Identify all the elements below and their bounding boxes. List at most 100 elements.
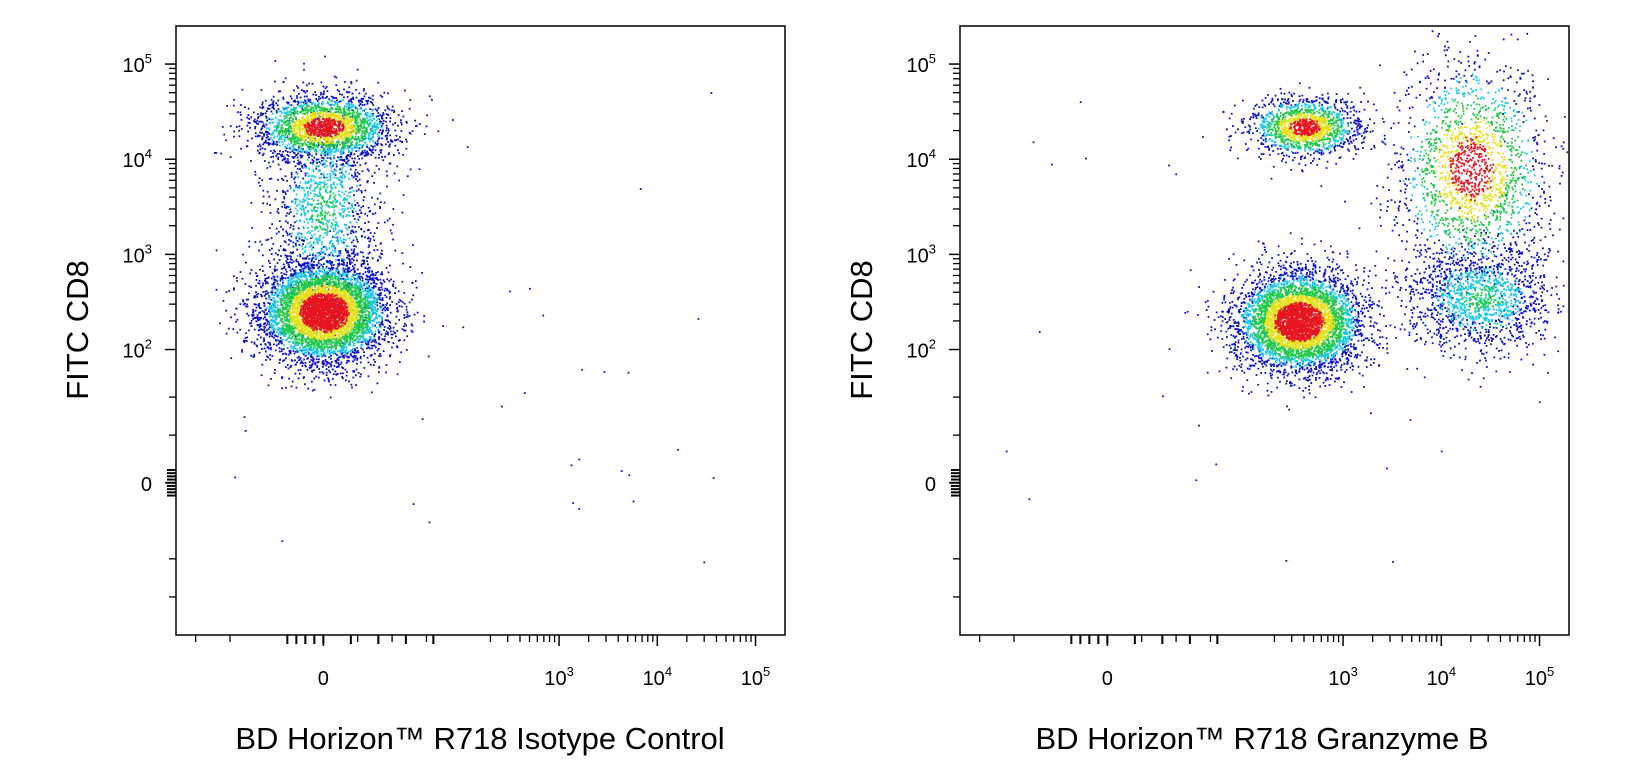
event-dot [409,99,412,101]
event-dot [321,346,324,349]
event-dot [250,341,253,344]
event-dot [291,278,293,281]
event-dot [369,289,372,292]
event-dot [286,158,289,160]
event-dot [336,104,339,107]
event-dot [311,257,314,260]
event-dot [300,266,303,268]
event-dot [366,310,368,312]
event-dot [285,207,287,209]
event-dot [280,288,282,291]
event-dot [382,119,385,122]
event-dot [394,129,397,132]
event-dot [256,135,259,138]
event-dot [275,294,278,296]
event-dot [323,354,325,356]
event-dot [319,253,322,256]
event-dot [323,256,325,259]
event-dot [321,196,324,199]
event-dot [274,142,277,145]
event-dot [373,335,376,337]
event-dot [334,225,337,228]
event-dot [367,221,370,223]
event-dot [352,190,355,192]
event-dot [263,330,266,333]
event-dot [347,102,350,105]
event-dot [330,170,333,172]
event-dot [267,260,270,262]
event-dot [358,275,361,278]
event-dot [334,223,337,226]
event-dot [361,130,363,133]
event-dot [309,269,312,272]
event-dot [287,264,290,266]
event-dot [333,157,335,159]
event-dot [314,278,317,281]
event-dot [273,281,276,284]
event-dot [305,277,308,280]
event-dot [318,272,321,275]
event-dot [264,290,267,293]
event-dot [354,279,357,282]
event-dot [361,344,364,346]
event-dot [300,360,303,363]
event-dot [391,140,394,143]
event-dot [281,387,283,390]
event-dot [271,118,274,121]
event-dot [292,251,294,254]
event-dot [306,344,309,347]
event-dot [375,276,378,279]
event-dot [352,98,355,100]
event-dot [379,149,382,152]
event-dot [301,106,304,109]
event-dot [370,150,373,153]
event-dot [376,142,379,145]
event-dot [321,163,324,166]
event-dot [282,263,285,266]
event-dot [368,311,370,313]
event-dot [349,350,352,353]
event-dot [379,355,382,357]
event-dot [283,359,286,361]
event-dot [333,196,336,199]
event-dot [354,226,357,228]
event-dot [317,106,320,108]
event-dot [405,324,407,327]
event-dot [323,351,325,354]
event-dot [278,249,280,252]
event-dot [336,102,339,104]
event-dot [340,176,342,178]
event-dot [286,135,289,137]
event-dot [382,350,385,352]
event-dot [329,352,332,355]
event-dot [342,367,344,370]
event-dot [385,117,388,119]
event-dot [282,190,284,192]
event-dot [328,247,331,250]
event-dot [311,351,314,354]
event-dot [360,335,363,338]
event-dot [301,352,304,355]
event-dot [358,100,361,103]
event-dot [360,263,363,266]
event-dot [297,377,300,380]
event-dot [256,314,259,316]
event-dot [381,249,383,252]
event-dot [314,176,316,179]
event-dot [281,377,283,379]
event-dot [359,361,362,364]
event-dot [273,314,276,317]
event-dot [292,280,295,283]
event-dot [366,102,369,105]
event-dot [331,378,334,380]
event-dot [386,136,388,139]
event-dot [283,197,286,200]
event-dot [399,361,401,363]
event-dot [241,88,244,91]
event-dot [367,236,370,239]
event-dot [260,89,263,91]
event-dot [297,282,299,284]
event-dot [311,147,314,149]
event-dot [280,272,283,274]
event-dot [321,276,324,279]
